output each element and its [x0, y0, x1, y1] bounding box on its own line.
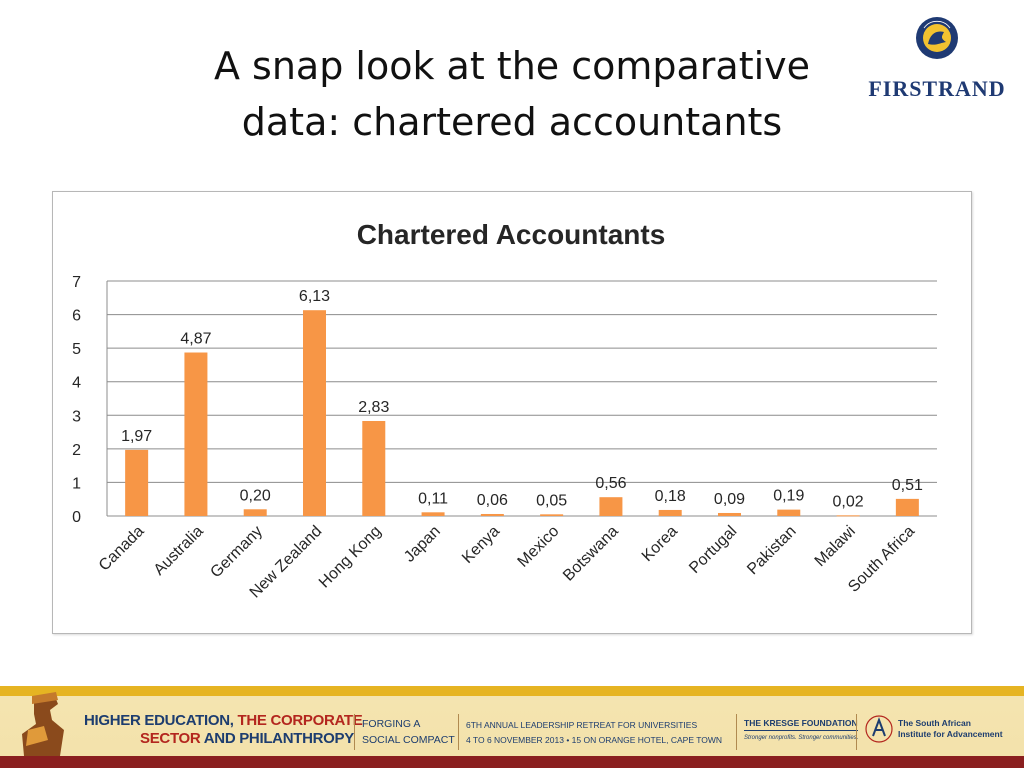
footer-divider [856, 714, 857, 750]
x-tick-label: Australia [151, 523, 207, 579]
x-tick-label: Canada [96, 523, 148, 575]
footer-divider [736, 714, 737, 750]
data-label: 0,05 [536, 492, 567, 509]
data-label: 0,56 [595, 475, 626, 492]
y-tick-label: 4 [72, 375, 81, 392]
y-tick-label: 5 [72, 341, 81, 358]
bar-hong-kong [362, 420, 386, 516]
y-tick-label: 1 [72, 475, 81, 492]
bar-australia [184, 352, 208, 516]
saia-logo-icon [865, 715, 893, 743]
x-tick-label: Kenya [459, 523, 503, 567]
x-tick-label: Botswana [560, 523, 622, 585]
x-tick-label: Japan [401, 523, 444, 566]
footer-headline-line-1: HIGHER EDUCATION, THE CORPORATE [84, 712, 363, 729]
bar-malawi [836, 515, 860, 517]
bar-germany [243, 509, 267, 516]
footer-tagline: FORGING A SOCIAL COMPACT [362, 718, 455, 746]
x-tick-label: Hong Kong [316, 523, 385, 592]
x-tick-label: Pakistan [744, 523, 799, 578]
data-label: 2,83 [358, 399, 389, 416]
bar-canada [125, 449, 149, 516]
data-label: 1,97 [121, 428, 152, 445]
data-label: 0,19 [773, 488, 804, 505]
x-tick-label: Korea [639, 523, 681, 565]
footer-divider [354, 714, 355, 750]
bar-mexico [540, 514, 564, 516]
data-label: 0,06 [477, 492, 508, 509]
y-tick-label: 6 [72, 308, 81, 325]
data-label: 0,18 [655, 488, 686, 505]
bar-kenya [480, 513, 504, 516]
chart-title: Chartered Accountants [357, 219, 666, 250]
firstrand-logo: FIRSTRAND [862, 16, 1012, 101]
bar-south-africa [895, 498, 919, 516]
footer-banner: HIGHER EDUCATION, THE CORPORATE SECTOR A… [0, 686, 1024, 768]
y-tick-label: 7 [72, 274, 81, 291]
saia-name: The South African Institute for Advancem… [898, 718, 1003, 739]
y-tick-label: 0 [72, 509, 81, 526]
firstrand-emblem-icon [916, 17, 958, 59]
x-tick-label: Germany [207, 523, 266, 582]
kresge-logo: THE KRESGE FOUNDATION Stronger nonprofit… [744, 718, 859, 741]
footer-divider [458, 714, 459, 750]
bar-chart: Chartered Accountants 1,97 4,87 0,20 6,13 2,… [72, 219, 937, 601]
logo-wordmark: FIRSTRAND [868, 76, 1006, 101]
chart-frame: Chartered Accountants 1,97 4,87 0,20 6,13 2,… [52, 191, 972, 634]
data-label: 0,09 [714, 491, 745, 508]
bar-korea [658, 509, 682, 516]
bar-japan [421, 512, 445, 516]
data-label: 0,51 [892, 477, 923, 494]
footer-headline-line-2: SECTOR AND PHILANTHROPY [140, 730, 354, 747]
data-label: 0,11 [418, 490, 448, 507]
slide-title-line-1: A snap look at the comparative [213, 44, 811, 88]
data-label: 6,13 [299, 288, 330, 305]
x-tick-label: Portugal [686, 523, 740, 577]
slide-title: A snap look at the comparative data: cha… [150, 38, 874, 150]
bar-botswana [599, 497, 623, 516]
slide-title-line-2: data: chartered accountants [241, 100, 783, 144]
x-tick-label: Malawi [812, 523, 859, 570]
data-label: 0,02 [833, 493, 864, 510]
y-tick-label: 3 [72, 408, 81, 425]
x-tick-label: Mexico [515, 523, 563, 571]
footer-event-info: 6TH ANNUAL LEADERSHIP RETREAT FOR UNIVER… [466, 720, 723, 745]
bar-new-zealand [303, 310, 326, 516]
y-tick-label: 2 [72, 442, 81, 459]
bar-portugal [718, 512, 741, 516]
data-label: 0,20 [240, 487, 271, 504]
bar-pakistan [777, 509, 801, 516]
african-figure-icon [22, 692, 64, 756]
data-label: 4,87 [180, 331, 211, 348]
